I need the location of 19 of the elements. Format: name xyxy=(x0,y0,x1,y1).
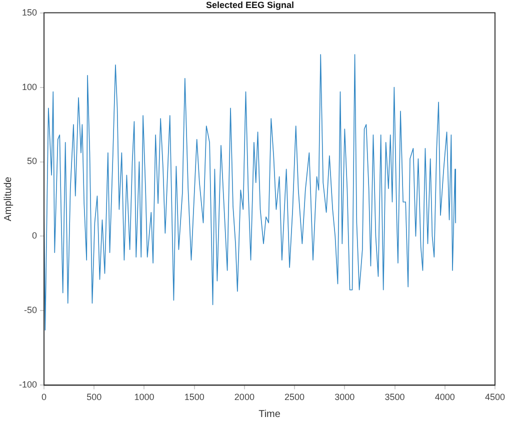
y-tick-label: -100 xyxy=(19,380,38,390)
x-tick-label: 0 xyxy=(42,392,47,402)
y-tick-label: 150 xyxy=(22,7,38,18)
x-axis-title: Time xyxy=(258,408,281,420)
x-tick-label: 3000 xyxy=(334,392,355,402)
x-tick-label: 1000 xyxy=(134,392,154,402)
x-tick-label: 1500 xyxy=(184,392,204,402)
y-tick-label: 0 xyxy=(32,230,38,241)
x-tick-label: 3500 xyxy=(384,392,405,402)
y-tick-label: -50 xyxy=(24,305,38,316)
x-tick-label: 2000 xyxy=(234,392,254,402)
x-tick-label: 500 xyxy=(86,392,102,402)
x-tick-label: 2500 xyxy=(284,392,305,402)
y-tick-label: 100 xyxy=(22,82,38,92)
chart-title: Selected EEG Signal xyxy=(206,0,294,10)
x-tick-label: 4000 xyxy=(434,392,455,402)
y-axis-title: Amplitude xyxy=(2,176,14,222)
y-tick-label: 50 xyxy=(27,156,38,166)
x-tick-label: 4500 xyxy=(484,392,506,402)
